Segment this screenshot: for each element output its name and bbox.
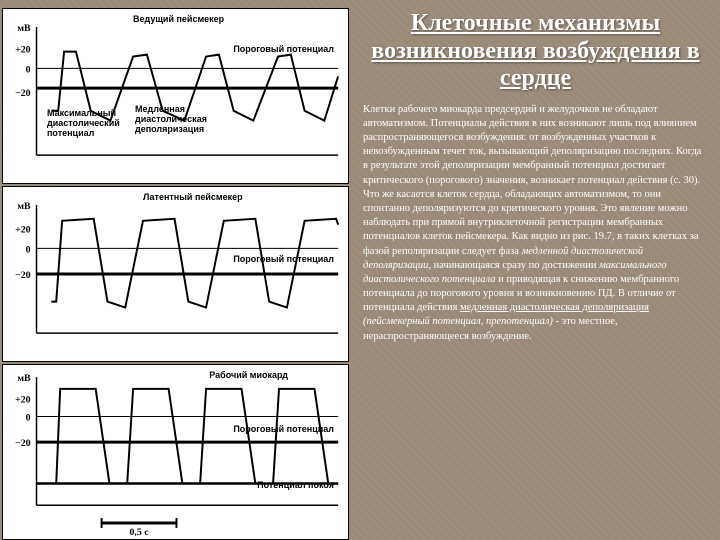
chart-panel-3: мВ +20 0 −20 0,5 с Рабочий миокард Порог… [2,364,349,540]
chart-1-extra2: Медленная диастолическая деполяризация [135,105,235,135]
chart-1-svg: мВ +20 0 −20 [3,9,348,183]
chart-3-extra1: Потенциал покоя [257,481,334,491]
svg-text:−20: −20 [15,88,31,99]
svg-text:0: 0 [26,64,31,75]
chart-1-extra1: Максимальный диастолический потенциал [47,109,127,139]
svg-text:мВ: мВ [17,201,31,212]
chart-2-svg: мВ +20 0 −20 [3,187,348,361]
body-u: медленная диастолическая деполяризация [460,302,649,313]
chart-3-threshold: Пороговый потенциал [233,425,334,435]
body-text: Клетки рабочего миокарда предсердий и же… [363,103,708,344]
svg-text:0,5 с: 0,5 с [129,527,149,538]
svg-text:мВ: мВ [17,23,31,34]
chart-1-threshold: Пороговый потенциал [233,45,334,55]
chart-3-title: Рабочий миокард [209,371,288,381]
chart-panel-1: мВ +20 0 −20 Ведущий пейсмекер Пороговый… [2,8,349,184]
svg-text:мВ: мВ [17,373,31,384]
chart-3-svg: мВ +20 0 −20 0,5 с [3,365,348,539]
svg-text:+20: +20 [15,45,31,56]
charts-panel: мВ +20 0 −20 Ведущий пейсмекер Пороговый… [0,0,355,540]
text-panel: Клеточные механизмы возникновения возбуж… [355,0,720,540]
svg-text:+20: +20 [15,395,31,406]
body-p2: начинающаяся сразу по достижении [431,260,599,271]
page-title: Клеточные механизмы возникновения возбуж… [363,10,708,93]
svg-text:−20: −20 [15,438,31,449]
body-p1: Клетки рабочего миокарда предсердий и же… [363,104,701,257]
chart-2-threshold: Пороговый потенциал [233,255,334,265]
body-em3: (пейсмекерный потенциал, препотенциал) [363,316,553,327]
chart-1-title: Ведущий пейсмекер [133,15,224,25]
chart-2-title: Латентный пейсмекер [143,193,243,203]
svg-text:−20: −20 [15,270,31,281]
svg-text:0: 0 [26,412,31,423]
svg-text:0: 0 [26,244,31,255]
svg-text:+20: +20 [15,225,31,236]
chart-panel-2: мВ +20 0 −20 Латентный пейсмекер Порогов… [2,186,349,362]
